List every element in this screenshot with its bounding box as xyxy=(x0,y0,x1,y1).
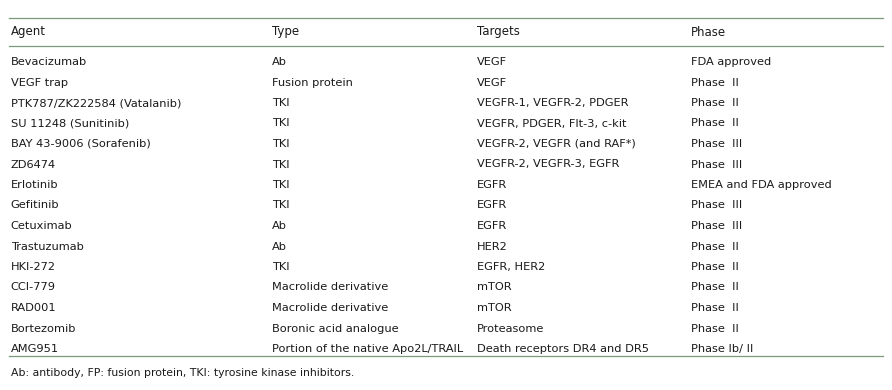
Text: PTK787/ZK222584 (Vatalanib): PTK787/ZK222584 (Vatalanib) xyxy=(11,98,181,108)
Text: Phase  III: Phase III xyxy=(691,200,742,211)
Text: Type: Type xyxy=(272,25,299,39)
Text: Phase  II: Phase II xyxy=(691,241,739,252)
Text: HKI-272: HKI-272 xyxy=(11,262,55,272)
Text: Agent: Agent xyxy=(11,25,45,39)
Text: Ab: Ab xyxy=(272,241,287,252)
Text: Ab: Ab xyxy=(272,57,287,67)
Text: VEGF: VEGF xyxy=(477,57,508,67)
Text: TKI: TKI xyxy=(272,98,290,108)
Text: VEGFR-1, VEGFR-2, PDGER: VEGFR-1, VEGFR-2, PDGER xyxy=(477,98,629,108)
Text: VEGFR, PDGER, Flt-3, c-kit: VEGFR, PDGER, Flt-3, c-kit xyxy=(477,119,627,128)
Text: Cetuximab: Cetuximab xyxy=(11,221,72,231)
Text: TKI: TKI xyxy=(272,200,290,211)
Text: EGFR: EGFR xyxy=(477,221,508,231)
Text: TKI: TKI xyxy=(272,262,290,272)
Text: Bevacizumab: Bevacizumab xyxy=(11,57,87,67)
Text: mTOR: mTOR xyxy=(477,303,512,313)
Text: VEGF: VEGF xyxy=(477,78,508,87)
Text: ZD6474: ZD6474 xyxy=(11,160,56,170)
Text: FDA approved: FDA approved xyxy=(691,57,772,67)
Text: Death receptors DR4 and DR5: Death receptors DR4 and DR5 xyxy=(477,344,649,354)
Text: EGFR: EGFR xyxy=(477,180,508,190)
Text: Ab: Ab xyxy=(272,221,287,231)
Text: VEGF trap: VEGF trap xyxy=(11,78,68,87)
Text: Phase  II: Phase II xyxy=(691,262,739,272)
Text: EGFR: EGFR xyxy=(477,200,508,211)
Text: Erlotinib: Erlotinib xyxy=(11,180,58,190)
Text: Phase Ib/ II: Phase Ib/ II xyxy=(691,344,754,354)
Text: VEGFR-2, VEGFR-3, EGFR: VEGFR-2, VEGFR-3, EGFR xyxy=(477,160,620,170)
Text: BAY 43-9006 (Sorafenib): BAY 43-9006 (Sorafenib) xyxy=(11,139,151,149)
Text: EGFR, HER2: EGFR, HER2 xyxy=(477,262,546,272)
Text: CCI-779: CCI-779 xyxy=(11,282,55,292)
Text: Phase  II: Phase II xyxy=(691,119,739,128)
Text: SU 11248 (Sunitinib): SU 11248 (Sunitinib) xyxy=(11,119,129,128)
Text: Phase  III: Phase III xyxy=(691,160,742,170)
Text: TKI: TKI xyxy=(272,119,290,128)
Text: TKI: TKI xyxy=(272,139,290,149)
Text: Portion of the native Apo2L/TRAIL: Portion of the native Apo2L/TRAIL xyxy=(272,344,463,354)
Text: Targets: Targets xyxy=(477,25,520,39)
Text: Gefitinib: Gefitinib xyxy=(11,200,60,211)
Text: Bortezomib: Bortezomib xyxy=(11,323,76,333)
Text: Phase  III: Phase III xyxy=(691,139,742,149)
Text: Ab: antibody, FP: fusion protein, TKI: tyrosine kinase inhibitors.: Ab: antibody, FP: fusion protein, TKI: t… xyxy=(11,368,354,378)
Text: Phase  II: Phase II xyxy=(691,323,739,333)
Text: Phase  II: Phase II xyxy=(691,303,739,313)
Text: AMG951: AMG951 xyxy=(11,344,59,354)
Text: mTOR: mTOR xyxy=(477,282,512,292)
Text: TKI: TKI xyxy=(272,160,290,170)
Text: Fusion protein: Fusion protein xyxy=(272,78,353,87)
Text: Phase  II: Phase II xyxy=(691,282,739,292)
Text: VEGFR-2, VEGFR (and RAF*): VEGFR-2, VEGFR (and RAF*) xyxy=(477,139,636,149)
Text: Proteasome: Proteasome xyxy=(477,323,545,333)
Text: HER2: HER2 xyxy=(477,241,508,252)
Text: Phase  III: Phase III xyxy=(691,221,742,231)
Text: Macrolide derivative: Macrolide derivative xyxy=(272,303,388,313)
Text: Phase: Phase xyxy=(691,25,726,39)
Text: Phase  II: Phase II xyxy=(691,78,739,87)
Text: TKI: TKI xyxy=(272,180,290,190)
Text: Boronic acid analogue: Boronic acid analogue xyxy=(272,323,399,333)
Text: EMEA and FDA approved: EMEA and FDA approved xyxy=(691,180,832,190)
Text: RAD001: RAD001 xyxy=(11,303,56,313)
Text: Phase  II: Phase II xyxy=(691,98,739,108)
Text: Macrolide derivative: Macrolide derivative xyxy=(272,282,388,292)
Text: Trastuzumab: Trastuzumab xyxy=(11,241,84,252)
